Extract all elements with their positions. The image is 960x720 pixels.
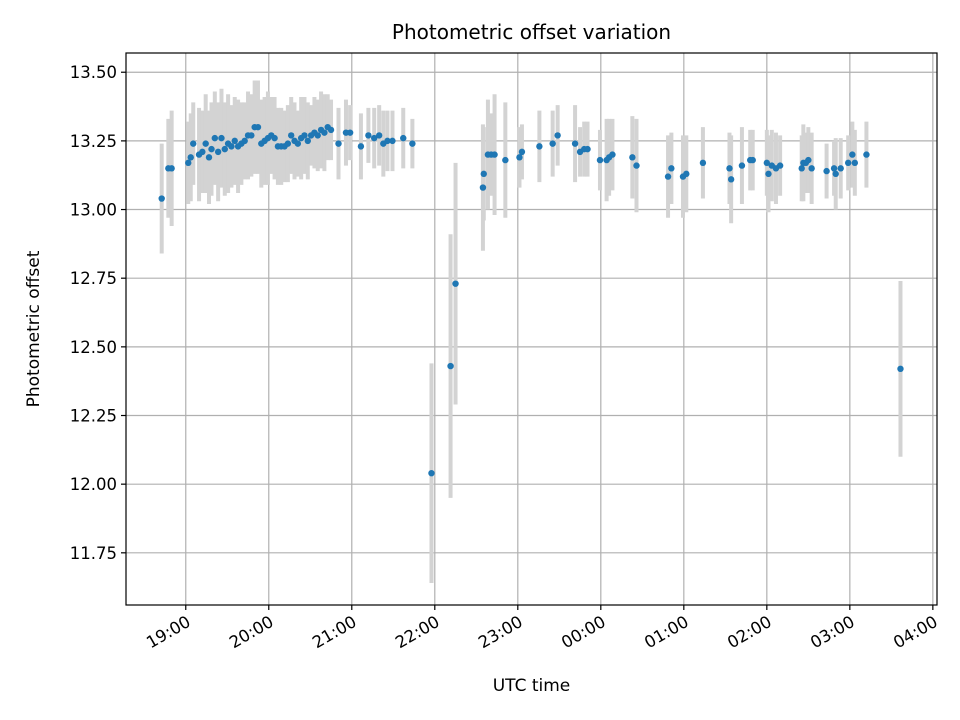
data-point xyxy=(158,195,165,202)
data-point xyxy=(287,132,295,139)
data-point xyxy=(214,148,222,156)
data-point xyxy=(409,140,416,147)
data-point xyxy=(491,151,498,158)
data-point xyxy=(798,165,805,172)
data-point xyxy=(335,140,342,147)
data-points xyxy=(158,123,904,477)
y-axis-title: Photometric offset xyxy=(24,250,44,407)
data-point xyxy=(241,137,248,145)
data-point xyxy=(554,132,561,139)
data-point xyxy=(357,143,365,150)
data-point xyxy=(584,145,591,153)
data-point xyxy=(808,165,815,172)
data-point xyxy=(823,167,830,175)
data-point xyxy=(765,170,772,178)
y-tick-label: 13.50 xyxy=(70,63,117,82)
data-point xyxy=(837,165,844,172)
data-point xyxy=(863,151,870,158)
data-point xyxy=(254,123,262,131)
plot-frame xyxy=(125,52,938,606)
data-point xyxy=(301,132,308,139)
data-point xyxy=(518,148,526,156)
data-point xyxy=(304,137,311,145)
y-tick-label: 12.00 xyxy=(70,475,117,494)
data-point xyxy=(321,129,328,136)
y-tick-label: 13.00 xyxy=(70,201,117,220)
data-point xyxy=(447,362,454,370)
data-point xyxy=(314,132,321,139)
data-point xyxy=(231,137,238,145)
data-point xyxy=(633,162,640,169)
data-point xyxy=(502,156,509,164)
data-point xyxy=(549,140,556,147)
y-axis: 11.75 12.00 12.25 12.50 12.75 13.00 13.25 13.50 xyxy=(70,63,126,563)
data-point xyxy=(738,162,746,169)
data-point xyxy=(805,156,812,164)
data-point xyxy=(832,170,839,178)
data-point xyxy=(211,134,219,142)
data-point xyxy=(830,165,838,172)
data-point xyxy=(375,132,383,139)
data-point xyxy=(849,151,856,158)
data-point xyxy=(452,280,459,287)
data-point xyxy=(629,154,636,161)
data-point xyxy=(664,173,672,180)
data-point xyxy=(571,140,579,147)
data-point xyxy=(683,170,690,178)
data-point xyxy=(205,154,213,161)
data-point xyxy=(327,126,335,134)
data-point xyxy=(346,129,354,136)
y-tick-label: 11.75 xyxy=(70,544,117,563)
data-point xyxy=(208,145,215,153)
x-axis-title: UTC time xyxy=(493,676,571,696)
data-point xyxy=(168,165,175,172)
data-point xyxy=(284,140,292,147)
data-point xyxy=(776,162,784,169)
data-point xyxy=(218,134,225,142)
data-point xyxy=(185,159,192,167)
chart-title: Photometric offset variation xyxy=(392,20,671,44)
y-tick-label: 12.25 xyxy=(70,407,117,426)
data-point xyxy=(668,165,675,172)
data-point xyxy=(609,151,616,158)
data-point xyxy=(749,156,756,164)
data-point xyxy=(763,159,771,167)
data-point xyxy=(844,159,852,167)
data-point xyxy=(294,140,302,147)
data-point xyxy=(199,148,206,156)
data-point xyxy=(851,159,859,167)
data-point xyxy=(248,132,255,139)
data-point xyxy=(516,154,523,161)
data-point xyxy=(365,132,372,139)
y-tick-label: 12.75 xyxy=(70,269,117,288)
data-point xyxy=(596,156,604,164)
y-tick-label: 13.25 xyxy=(70,132,117,151)
data-point xyxy=(271,134,278,142)
data-point xyxy=(727,176,735,183)
data-point xyxy=(187,154,194,161)
data-point xyxy=(370,134,378,142)
data-point xyxy=(428,469,435,477)
data-point xyxy=(897,365,904,373)
y-tick-label: 12.50 xyxy=(70,338,117,357)
data-point xyxy=(384,137,391,145)
data-point xyxy=(480,170,487,178)
data-point xyxy=(228,143,235,150)
data-point xyxy=(479,184,487,191)
data-point xyxy=(190,140,197,147)
data-point xyxy=(389,137,396,145)
data-point xyxy=(536,143,543,150)
data-point xyxy=(202,140,209,147)
data-point xyxy=(726,165,733,172)
data-point xyxy=(400,134,407,142)
data-point xyxy=(699,159,707,167)
data-point xyxy=(221,145,228,153)
